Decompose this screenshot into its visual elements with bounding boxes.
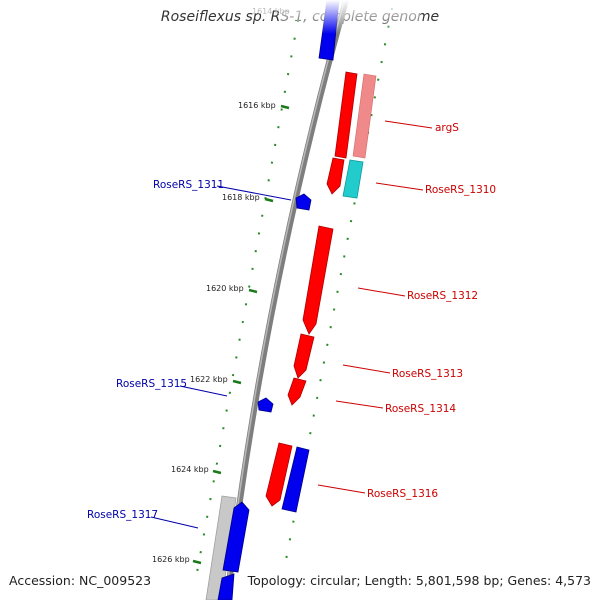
- top-fade: [280, 0, 420, 34]
- connector-RoseRS_1312: [357, 287, 406, 297]
- tick-label: 1626 kbp: [152, 555, 190, 564]
- gene-argS-shadow: [352, 73, 377, 159]
- tick-label: 1616 kbp: [238, 101, 276, 110]
- tick-mark: [248, 288, 258, 294]
- tick-label: 1620 kbp: [206, 284, 244, 293]
- label-RoseRS_1317[interactable]: RoseRS_1317: [87, 509, 158, 521]
- gene-bottom-blue[interactable]: [217, 573, 235, 600]
- topology-summary: Topology: circular; Length: 5,801,598 bp…: [247, 573, 591, 588]
- connector-RoseRS_1315: [179, 385, 228, 397]
- label-RoseRS_1310[interactable]: RoseRS_1310: [425, 184, 496, 196]
- tick-mark: [280, 104, 290, 110]
- connector-RoseRS_1316: [317, 484, 366, 494]
- tick-label: 1624 kbp: [171, 465, 209, 474]
- gene-RoseRS_1313-arrow[interactable]: [293, 333, 315, 379]
- top-tick-partial: 1614 kbp: [252, 7, 290, 16]
- gene-RoseRS_1316-red[interactable]: [265, 442, 293, 507]
- gene-RoseRS_1316-blue[interactable]: [281, 446, 310, 513]
- tick-label: 1622 kbp: [190, 375, 228, 384]
- tick-mark: [192, 559, 202, 565]
- connector-RoseRS_1317: [150, 516, 199, 529]
- gene-argS-outer[interactable]: [334, 71, 358, 159]
- label-RoseRS_1312[interactable]: RoseRS_1312: [407, 290, 478, 302]
- gene-RoseRS_1312-arrow[interactable]: [302, 225, 334, 335]
- connector-RoseRS_1314: [335, 400, 384, 409]
- tick-mark: [232, 379, 242, 385]
- label-RoseRS_1313[interactable]: RoseRS_1313: [392, 368, 463, 380]
- gene-RoseRS_1310-rna[interactable]: [342, 159, 364, 199]
- accession-text: Accession: NC_009523: [9, 573, 152, 588]
- gene-RoseRS_1310-arrow[interactable]: [326, 157, 345, 195]
- gene-RoseRS_1317-gray: [205, 495, 237, 600]
- label-RoseRS_1311[interactable]: RoseRS_1311: [153, 179, 224, 191]
- connector-argS: [384, 120, 433, 129]
- tick-mark: [264, 197, 274, 203]
- connector-RoseRS_1313: [342, 364, 391, 374]
- gene-RoseRS_1311-arrow[interactable]: [295, 193, 312, 211]
- label-RoseRS_1315[interactable]: RoseRS_1315: [116, 378, 187, 390]
- gene-labels: argS RoseRS_1310 RoseRS_1311 RoseRS_1312…: [87, 120, 496, 529]
- connector-RoseRS_1310: [375, 182, 424, 191]
- connector-RoseRS_1311: [216, 185, 292, 201]
- scale-ticks: 1616 kbp 1618 kbp 1620 kbp 1622 kbp 1624 kbp…: [152, 101, 290, 565]
- tick-label: 1618 kbp: [222, 193, 260, 202]
- tick-mark: [212, 469, 222, 475]
- label-RoseRS_1316[interactable]: RoseRS_1316: [367, 488, 438, 500]
- gene-RoseRS_1317-arrow[interactable]: [222, 501, 250, 573]
- label-RoseRS_1314[interactable]: RoseRS_1314: [385, 403, 456, 415]
- gene-RoseRS_1315-arrow[interactable]: [257, 397, 274, 413]
- gene-RoseRS_1314-arrow[interactable]: [287, 377, 307, 406]
- label-argS[interactable]: argS: [435, 122, 459, 134]
